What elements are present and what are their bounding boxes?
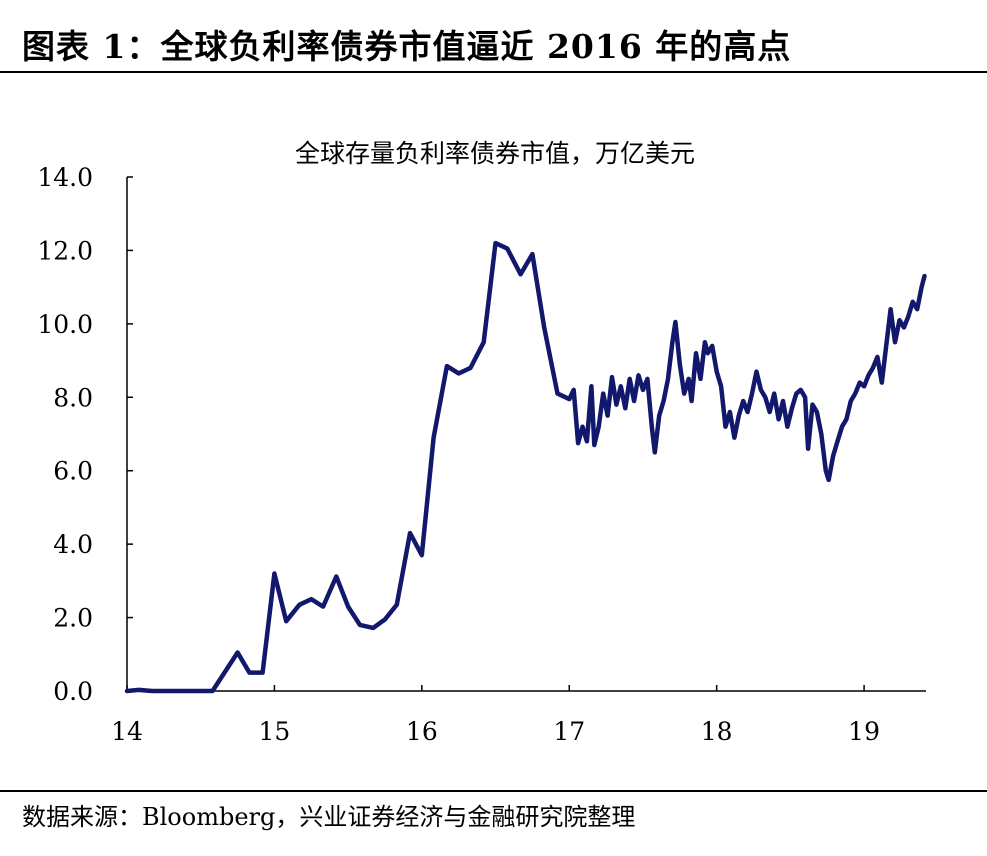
line-chart: 全球存量负利率债券市值，万亿美元 0.0 2.0 4.0 6.0 8.0 10.0 12.0… — [37, 139, 927, 746]
y-tick-label: 6.0 — [53, 457, 93, 486]
series-line-0 — [124, 240, 927, 694]
chart-title: 全球存量负利率债券市值，万亿美元 — [295, 139, 695, 168]
x-tick-label: 18 — [701, 717, 733, 746]
x-tick-label: 14 — [111, 717, 143, 746]
y-tick-label: 2.0 — [53, 604, 93, 633]
x-tick-label: 17 — [553, 717, 585, 746]
y-tick-label: 12.0 — [37, 236, 93, 265]
x-tick-label: 16 — [406, 717, 438, 746]
figure-title: 图表 1：全球负利率债券市值逼近 2016 年的高点 — [22, 27, 792, 66]
source-divider — [0, 790, 987, 792]
y-tick-label: 4.0 — [53, 530, 93, 559]
series-layer — [124, 240, 927, 694]
x-tick-label: 19 — [848, 717, 880, 746]
y-axis: 0.0 2.0 4.0 6.0 8.0 10.0 12.0 14.0 — [37, 163, 133, 706]
y-tick-label: 10.0 — [37, 310, 93, 339]
x-axis: 14 15 16 17 18 19 — [111, 685, 926, 746]
y-tick-label: 8.0 — [53, 383, 93, 412]
y-tick-label: 14.0 — [37, 163, 93, 192]
x-tick-label: 15 — [259, 717, 291, 746]
y-tick-label: 0.0 — [53, 677, 93, 706]
title-divider — [0, 71, 987, 73]
source-note: 数据来源：Bloomberg，兴业证券经济与金融研究院整理 — [22, 803, 636, 831]
